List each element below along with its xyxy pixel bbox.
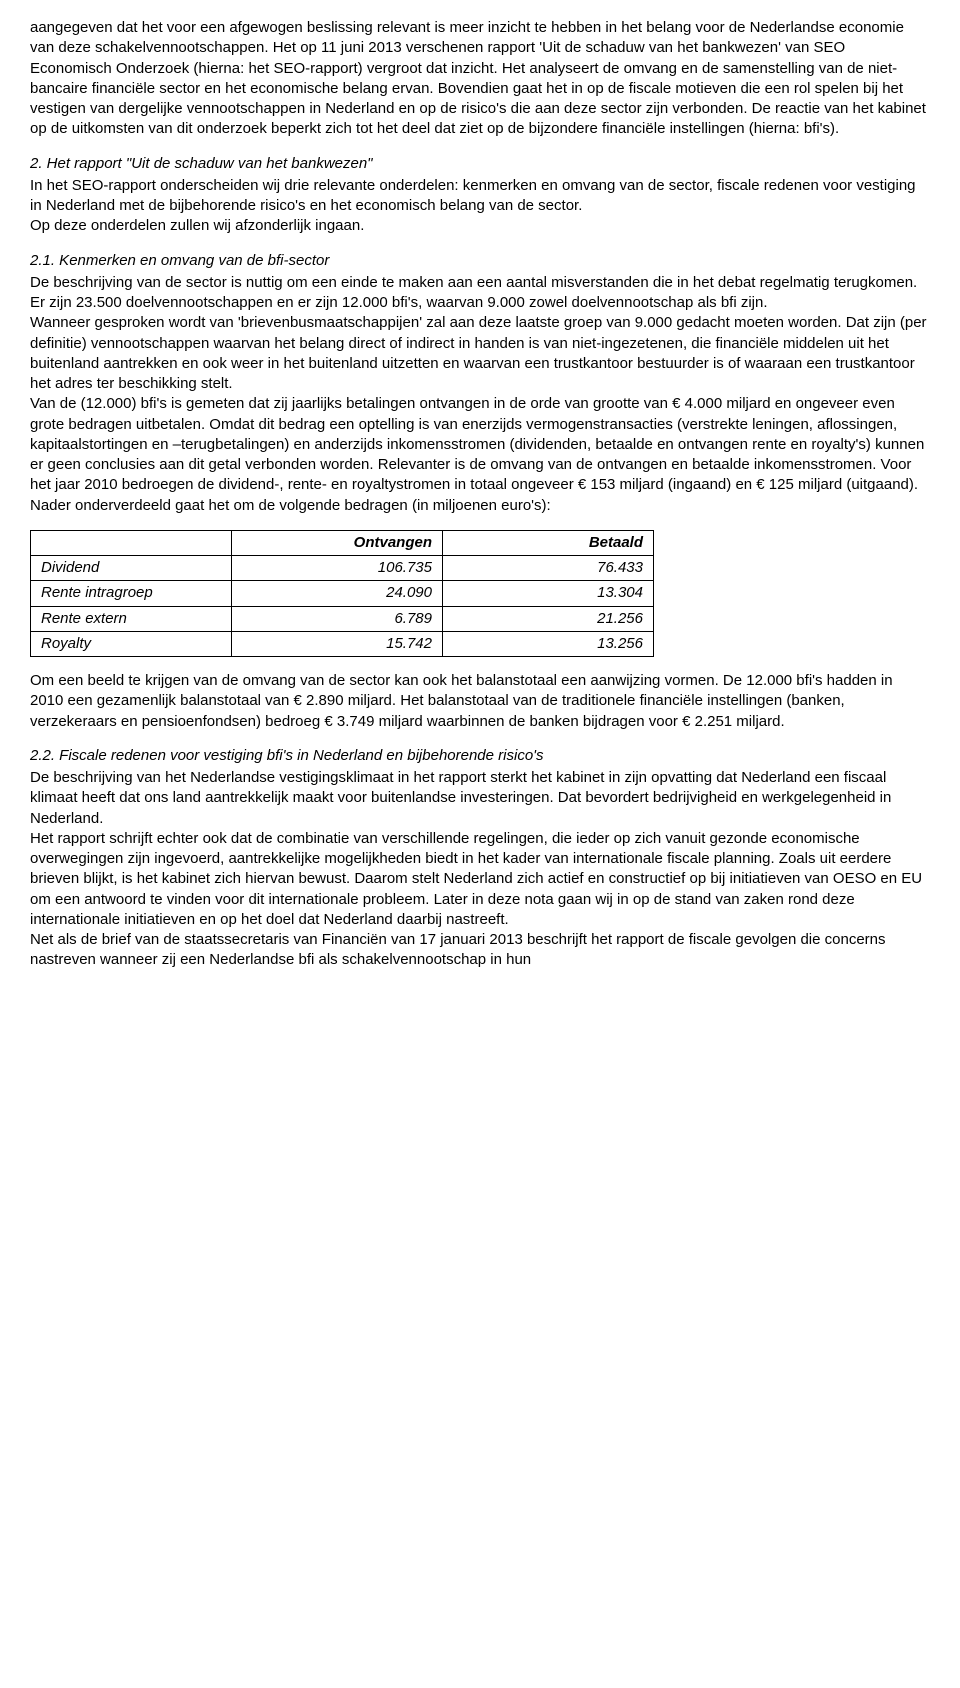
table-cell: 13.304 [443, 581, 654, 606]
text: Op deze onderdelen zullen wij afzonderli… [30, 217, 364, 234]
table-row: Rente extern 6.789 21.256 [31, 606, 654, 631]
text: Net als de brief van de staatssecretaris… [30, 931, 886, 968]
paragraph: In het SEO-rapport onderscheiden wij dri… [30, 176, 930, 237]
table-header-row: Ontvangen Betaald [31, 530, 654, 555]
section-heading-2: 2. Het rapport "Uit de schaduw van het b… [30, 154, 930, 174]
table-row: Dividend 106.735 76.433 [31, 556, 654, 581]
text: Van de (12.000) bfi's is gemeten dat zij… [30, 395, 924, 513]
section-heading-2-1: 2.1. Kenmerken en omvang van de bfi-sect… [30, 251, 930, 271]
table-cell: 13.256 [443, 631, 654, 656]
income-streams-table: Ontvangen Betaald Dividend 106.735 76.43… [30, 530, 654, 657]
text: Wanneer gesproken wordt van 'brievenbusm… [30, 314, 927, 392]
paragraph: De beschrijving van het Nederlandse vest… [30, 768, 930, 971]
table-cell: 24.090 [232, 581, 443, 606]
table-cell: Rente intragroep [31, 581, 232, 606]
table-cell: 106.735 [232, 556, 443, 581]
text: Het rapport schrijft echter ook dat de c… [30, 830, 922, 928]
table-cell: 15.742 [232, 631, 443, 656]
paragraph: Om een beeld te krijgen van de omvang va… [30, 671, 930, 732]
table-cell: 21.256 [443, 606, 654, 631]
table-header: Betaald [443, 530, 654, 555]
table-cell: 6.789 [232, 606, 443, 631]
paragraph: De beschrijving van de sector is nuttig … [30, 273, 930, 516]
table-cell: 76.433 [443, 556, 654, 581]
table-cell: Royalty [31, 631, 232, 656]
table-header [31, 530, 232, 555]
text: De beschrijving van het Nederlandse vest… [30, 769, 891, 827]
paragraph: aangegeven dat het voor een afgewogen be… [30, 18, 930, 140]
table-cell: Rente extern [31, 606, 232, 631]
table-cell: Dividend [31, 556, 232, 581]
table-row: Royalty 15.742 13.256 [31, 631, 654, 656]
text: De beschrijving van de sector is nuttig … [30, 274, 917, 311]
table-row: Rente intragroep 24.090 13.304 [31, 581, 654, 606]
section-heading-2-2: 2.2. Fiscale redenen voor vestiging bfi'… [30, 746, 930, 766]
table-header: Ontvangen [232, 530, 443, 555]
text: In het SEO-rapport onderscheiden wij dri… [30, 177, 916, 214]
